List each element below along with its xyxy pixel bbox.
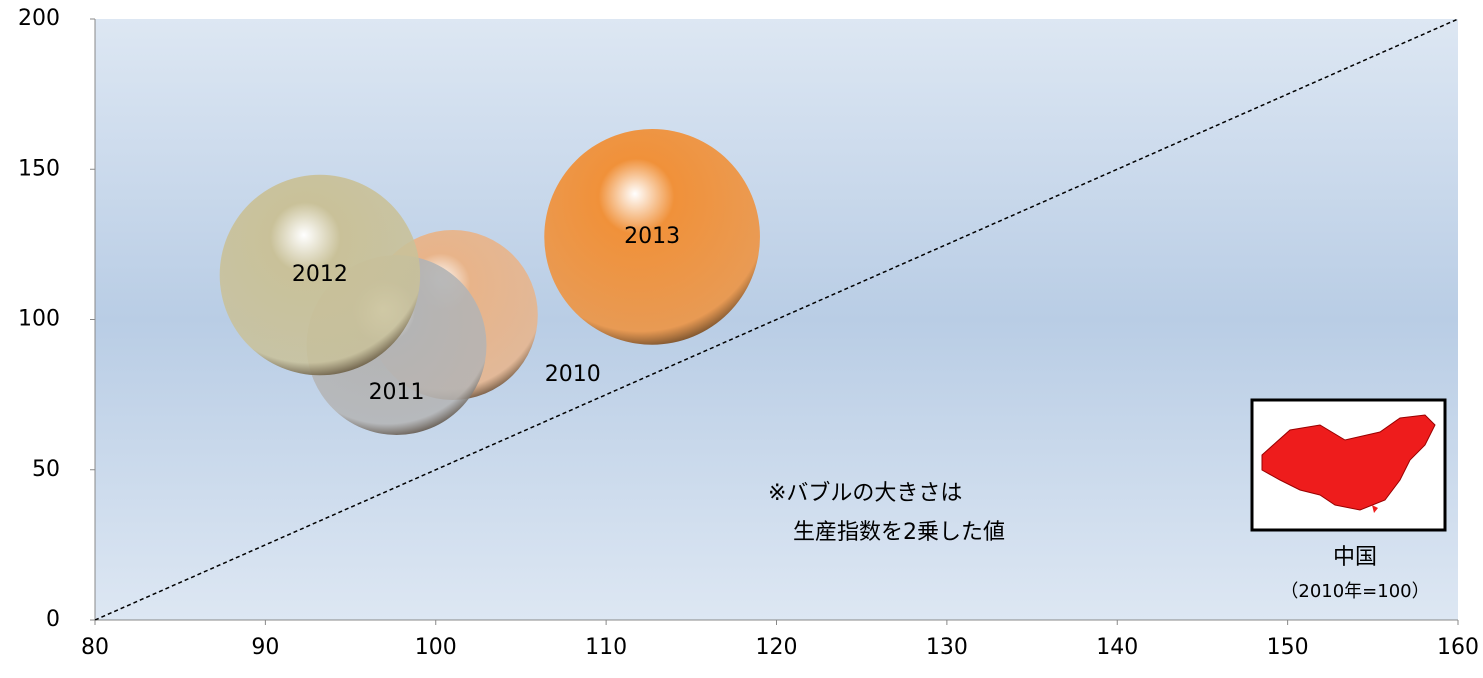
y-tick-label: 100: [18, 307, 60, 332]
x-tick-label: 160: [1437, 635, 1479, 660]
y-tick-label: 200: [18, 6, 60, 31]
x-tick-label: 140: [1096, 635, 1138, 660]
x-tick-label: 110: [585, 635, 627, 660]
note: ※バブルの大きさは: [768, 481, 962, 506]
y-tick-label: 0: [46, 607, 60, 632]
x-tick-label: 90: [251, 635, 279, 660]
bubble: [219, 174, 421, 376]
x-tick-label: 100: [415, 635, 457, 660]
inset-note: （2010年=100）: [1280, 581, 1429, 602]
y-tick-label: 50: [32, 457, 60, 482]
reference-line: [94, 18, 1459, 621]
bubble-label: 2010: [545, 362, 601, 387]
bubble: [544, 129, 760, 345]
note: 生産指数を2乗した値: [793, 520, 1005, 545]
x-tick-label: 80: [81, 635, 109, 660]
y-tick-label: 150: [18, 156, 60, 181]
inset-map: [1250, 398, 1447, 532]
x-tick-label: 120: [756, 635, 798, 660]
x-tick-label: 150: [1267, 635, 1309, 660]
bubble-label: 2013: [624, 224, 680, 249]
bubble-label: 2011: [369, 380, 425, 405]
bubble-label: 2012: [292, 262, 348, 287]
x-tick-label: 130: [926, 635, 968, 660]
plot: 2010 2011 2012 2013: [94, 18, 1459, 621]
inset-caption: 中国: [1333, 545, 1377, 570]
